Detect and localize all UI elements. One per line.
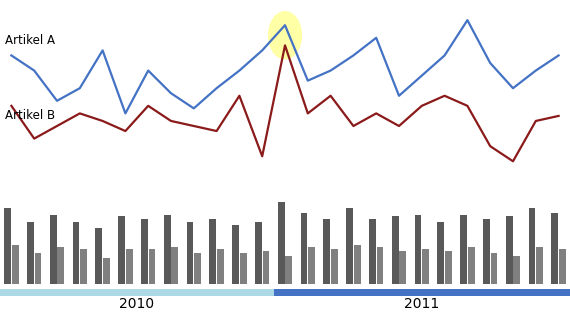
- Bar: [369, 219, 376, 284]
- Bar: [460, 215, 467, 284]
- Bar: [300, 213, 307, 284]
- Bar: [437, 222, 444, 284]
- Bar: [422, 249, 429, 284]
- Text: 2010: 2010: [119, 297, 154, 311]
- Bar: [377, 247, 384, 284]
- Bar: [141, 219, 148, 284]
- Ellipse shape: [268, 11, 302, 60]
- Bar: [126, 249, 133, 284]
- Bar: [194, 254, 201, 284]
- Bar: [164, 215, 170, 284]
- Bar: [559, 249, 566, 284]
- Bar: [414, 215, 421, 284]
- Bar: [551, 213, 558, 284]
- Bar: [172, 247, 178, 284]
- Bar: [491, 254, 498, 284]
- Bar: [278, 202, 284, 284]
- Bar: [308, 247, 315, 284]
- Bar: [274, 289, 570, 295]
- Bar: [27, 222, 34, 284]
- Bar: [263, 251, 270, 284]
- Bar: [392, 216, 398, 284]
- Bar: [536, 247, 543, 284]
- Bar: [0, 289, 274, 295]
- Bar: [514, 256, 520, 284]
- Bar: [483, 219, 490, 284]
- Bar: [95, 228, 102, 284]
- Bar: [346, 208, 353, 284]
- Bar: [506, 216, 512, 284]
- Text: Artikel B: Artikel B: [5, 109, 55, 122]
- Bar: [468, 247, 475, 284]
- Bar: [186, 222, 193, 284]
- Bar: [331, 249, 338, 284]
- Bar: [72, 222, 79, 284]
- Bar: [209, 219, 216, 284]
- Bar: [58, 247, 64, 284]
- Text: Artikel A: Artikel A: [5, 34, 55, 47]
- Bar: [80, 249, 87, 284]
- Bar: [217, 249, 224, 284]
- Bar: [4, 208, 11, 284]
- Bar: [240, 254, 247, 284]
- Bar: [50, 215, 56, 284]
- Bar: [149, 249, 156, 284]
- Bar: [12, 245, 19, 284]
- Bar: [232, 225, 239, 284]
- Bar: [354, 245, 361, 284]
- Bar: [103, 258, 110, 284]
- Bar: [118, 216, 125, 284]
- Bar: [255, 222, 262, 284]
- Bar: [323, 219, 330, 284]
- Bar: [400, 251, 406, 284]
- Bar: [528, 208, 535, 284]
- Text: 2011: 2011: [404, 297, 439, 311]
- Bar: [286, 256, 292, 284]
- Bar: [35, 254, 42, 284]
- Bar: [445, 251, 452, 284]
